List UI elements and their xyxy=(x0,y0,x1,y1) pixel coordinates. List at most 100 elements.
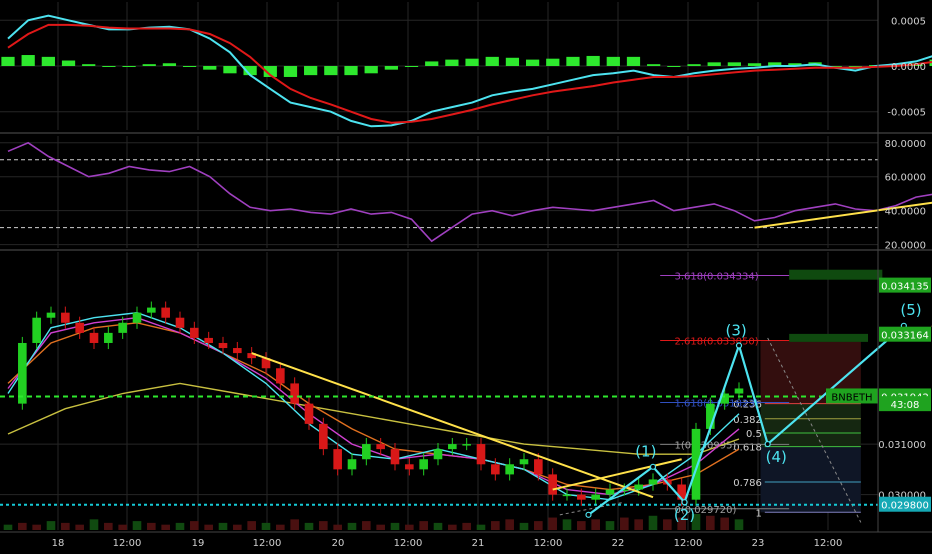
candle-body xyxy=(233,348,242,354)
macd-y-tick-label: -0.0005 xyxy=(887,108,926,119)
volume-bar xyxy=(634,519,643,530)
candle-body xyxy=(333,449,342,470)
series-label-tag xyxy=(826,388,878,404)
candle-body xyxy=(118,322,127,333)
price-axis-tag xyxy=(879,326,931,342)
macd-histogram-bar xyxy=(384,66,398,70)
projection-dashed-line xyxy=(767,337,862,523)
macd-histogram-bar xyxy=(687,64,701,66)
volume-bar xyxy=(519,522,529,530)
rsi-panel xyxy=(0,136,932,248)
volume-bar xyxy=(534,521,543,530)
volume-bar xyxy=(132,521,142,530)
macd-histogram-bar xyxy=(727,62,741,66)
candle-body xyxy=(419,459,428,470)
volume-bar xyxy=(548,517,557,530)
candle-body xyxy=(132,312,142,323)
candle-body xyxy=(46,312,56,318)
retracement-level-label: 0.236 xyxy=(733,400,762,411)
volume-bar xyxy=(419,521,428,530)
macd-histogram-bar xyxy=(1,56,15,66)
price-axis-tag xyxy=(879,496,931,512)
fib-zone-blue xyxy=(760,446,861,513)
candle-body xyxy=(519,459,529,465)
volume-bar xyxy=(462,522,471,530)
candle-body xyxy=(218,342,228,349)
macd-y-tick-label: 0.0005 xyxy=(891,16,926,27)
fib-level-label: 2.618(0.033050) xyxy=(675,336,759,347)
macd-histogram-bar xyxy=(162,63,177,66)
macd-histogram-bar xyxy=(546,58,560,66)
x-tick-label: 21 xyxy=(472,538,485,549)
candle-body xyxy=(591,494,600,500)
macd-histogram-bar xyxy=(465,58,479,66)
volume-bar xyxy=(491,521,500,530)
volume-bar xyxy=(233,524,242,530)
volume-bar xyxy=(333,524,342,530)
rsi-y-tick-label: 80.0000 xyxy=(885,139,926,150)
fib-level-label: 0(0.029720) xyxy=(675,505,737,516)
target-label: T1 xyxy=(931,323,932,343)
candle-body xyxy=(32,317,41,343)
volume-bar xyxy=(204,524,213,530)
macd-histogram-bar xyxy=(364,66,378,74)
macd-histogram-bar xyxy=(485,56,499,66)
macd-histogram-bar xyxy=(707,62,721,66)
volume-bar xyxy=(276,524,285,530)
macd-histogram-bar xyxy=(142,64,156,66)
macd-histogram-bar xyxy=(283,66,298,77)
volume-bar xyxy=(663,519,672,530)
candle-body xyxy=(562,494,572,497)
x-tick-label: 12:00 xyxy=(113,538,142,549)
series-label-text: BNBETH xyxy=(831,392,872,403)
macd-histogram-bar xyxy=(263,66,277,77)
candle-body xyxy=(734,388,744,394)
elliott-wave-point xyxy=(649,463,657,470)
candle-body xyxy=(75,322,84,333)
macd-histogram-bar xyxy=(667,66,681,67)
candle-body xyxy=(376,444,385,450)
volume-bar xyxy=(405,524,414,530)
price-trendline xyxy=(552,458,682,491)
volume-bar xyxy=(433,522,443,530)
candle-body xyxy=(18,342,27,404)
candle-body xyxy=(534,459,543,475)
fib-level-label: 3.618(0.034334) xyxy=(675,272,759,283)
macd-histogram-bar xyxy=(102,66,116,67)
volume-bar xyxy=(376,524,385,530)
elliott-wave-point xyxy=(585,511,592,518)
macd-signal-line xyxy=(7,23,932,124)
macd-histogram-bar xyxy=(626,56,641,66)
macd-histogram-bar xyxy=(304,66,318,76)
x-tick-label: 12:00 xyxy=(534,538,563,549)
candle-body xyxy=(161,307,170,318)
macd-y-tick-label: 0.0000 xyxy=(891,62,926,73)
elliott-wave-label: (1) xyxy=(635,443,656,461)
macd-histogram-bar xyxy=(21,55,35,66)
price-axis-tag xyxy=(879,277,931,293)
macd-histogram-bar xyxy=(445,59,459,66)
candle-body xyxy=(319,423,328,450)
x-tick-label: 22 xyxy=(612,538,625,549)
volume-bar xyxy=(390,522,400,530)
elliott-wave-label: (5) xyxy=(900,301,921,319)
volume-bar xyxy=(605,521,615,530)
volume-bar xyxy=(61,522,70,530)
volume-bar xyxy=(476,524,486,530)
macd-histogram-bar xyxy=(122,66,136,67)
volume-bar xyxy=(734,519,744,530)
volume-bar xyxy=(362,521,371,530)
candle-body xyxy=(347,459,357,470)
macd-histogram-bar xyxy=(182,66,197,67)
candle-body xyxy=(261,358,271,369)
candle-body xyxy=(505,464,514,475)
macd-histogram-bar xyxy=(61,60,76,66)
price-axis-tag-label: 0.029800 xyxy=(881,501,929,512)
x-tick-label: 18 xyxy=(52,538,65,549)
moving-average-line xyxy=(7,382,740,455)
candle-body xyxy=(276,368,285,384)
macd-histogram-bar xyxy=(344,66,358,76)
candle-body xyxy=(104,332,113,343)
volume-bar xyxy=(720,517,729,530)
